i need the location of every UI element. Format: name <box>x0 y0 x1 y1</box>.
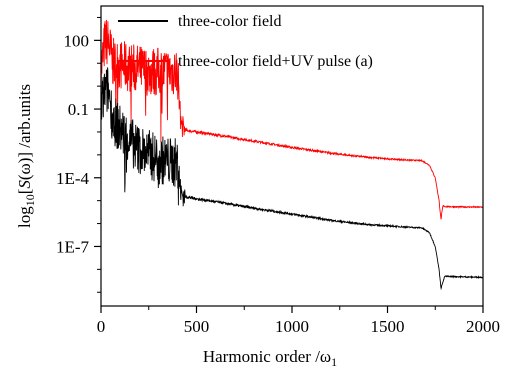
y-axis-tick-labels: 100 0.1 1E-4 1E-7 <box>56 31 90 256</box>
y-axis-title-s: S <box>15 180 34 189</box>
y-axis-title: log10[S(ω)] /arb.units <box>15 84 37 228</box>
y-tick-label: 100 <box>64 31 90 50</box>
series-line-uv-pulse <box>100 19 484 220</box>
y-axis-title-base: 10 <box>23 194 37 206</box>
series-lines <box>100 19 484 291</box>
x-axis-ticks <box>100 306 484 313</box>
x-axis-tick-labels: 0 500 1000 1500 2000 <box>97 317 500 336</box>
y-axis-title-log: log <box>15 206 34 228</box>
y-axis-title-open: [ <box>15 188 34 194</box>
x-tick-label: 1500 <box>371 317 405 336</box>
y-tick-label: 1E-7 <box>56 237 90 256</box>
x-axis-title-main: Harmonic order /ω <box>203 347 331 366</box>
y-axis-title-rest: ] /arb.units <box>15 84 34 158</box>
y-axis-title-arg: (ω) <box>15 158 34 181</box>
x-tick-label: 2000 <box>466 317 500 336</box>
series-line-three-color-field <box>100 67 484 291</box>
y-axis-ticks <box>94 16 101 293</box>
y-tick-label: 1E-4 <box>56 169 90 188</box>
x-tick-label: 0 <box>97 317 106 336</box>
legend-label-black: three-color field <box>178 13 282 30</box>
x-tick-label: 500 <box>184 317 210 336</box>
x-axis-title-subscript: 1 <box>331 355 337 369</box>
x-tick-label: 1000 <box>275 317 309 336</box>
legend-label-red: three-color field+UV pulse (a) <box>178 53 373 70</box>
x-axis-title: Harmonic order /ω1 <box>203 347 337 369</box>
legend: three-color field three-color field+UV p… <box>118 13 373 70</box>
y-tick-label: 0.1 <box>68 100 89 119</box>
